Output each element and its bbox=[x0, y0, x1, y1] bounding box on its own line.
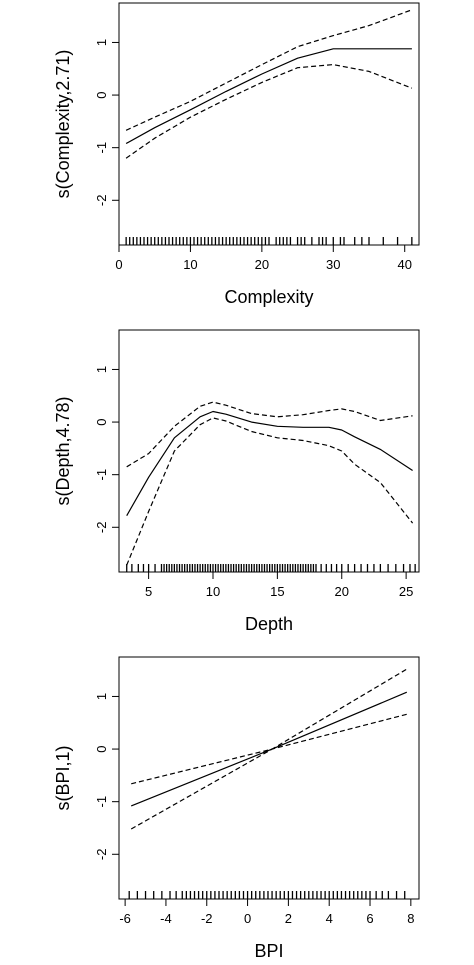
chart-panel-2: 5 10 15 20 25 -2 -1 0 1 Depth s(Depth,4.78) bbox=[53, 329, 420, 634]
y-tick-label: -1 bbox=[94, 469, 109, 481]
y-tick-label: 1 bbox=[94, 366, 109, 373]
smooth-estimate-line bbox=[126, 410, 413, 516]
y-tick-label: 1 bbox=[94, 39, 109, 46]
confidence-band-line bbox=[126, 417, 414, 566]
smooth-estimate-line bbox=[130, 691, 408, 807]
x-tick-label: -2 bbox=[201, 911, 213, 926]
plot-frame bbox=[118, 2, 420, 246]
x-tick-label: 15 bbox=[270, 584, 284, 599]
y-tick-label: -2 bbox=[94, 195, 109, 207]
rug-plot bbox=[126, 564, 416, 572]
plot-frame bbox=[118, 656, 420, 900]
confidence-band-line bbox=[130, 713, 407, 830]
x-axis-label: BPI bbox=[254, 941, 283, 961]
y-tick-label: 0 bbox=[94, 418, 109, 425]
x-tick-label: 0 bbox=[115, 257, 122, 272]
y-tick-label: -2 bbox=[94, 849, 109, 861]
y-tick-label: 0 bbox=[94, 745, 109, 752]
x-tick-label: 0 bbox=[244, 911, 251, 926]
x-tick-label: 4 bbox=[326, 911, 333, 926]
y-tick-label: 0 bbox=[94, 91, 109, 98]
x-tick-label: 6 bbox=[366, 911, 373, 926]
x-axis-label: Depth bbox=[245, 614, 293, 634]
x-tick-label: 8 bbox=[407, 911, 414, 926]
confidence-band-line bbox=[131, 668, 408, 785]
confidence-band-line bbox=[125, 9, 413, 131]
x-tick-label: 20 bbox=[255, 257, 269, 272]
y-axis-label: s(BPI,1) bbox=[53, 745, 73, 810]
y-tick-label: 1 bbox=[94, 693, 109, 700]
x-tick-label: 10 bbox=[183, 257, 197, 272]
y-tick-label: -1 bbox=[94, 142, 109, 154]
x-tick-label: -6 bbox=[119, 911, 131, 926]
y-tick-label: -1 bbox=[94, 796, 109, 808]
chart-panel-3: -6 -4 -2 0 2 4 6 8 -2 -1 0 1 BPI s(BPI,1) bbox=[53, 656, 420, 961]
x-axis-label: Complexity bbox=[224, 287, 313, 307]
confidence-band-line bbox=[126, 401, 413, 468]
x-tick-label: 5 bbox=[145, 584, 152, 599]
plot-frame bbox=[118, 329, 420, 573]
y-axis-label: s(Depth,4.78) bbox=[53, 396, 73, 505]
x-tick-label: 25 bbox=[399, 584, 413, 599]
x-tick-label: 40 bbox=[397, 257, 411, 272]
x-tick-label: 20 bbox=[335, 584, 349, 599]
x-tick-label: -4 bbox=[160, 911, 172, 926]
y-axis-label: s(Complexity,2.71) bbox=[53, 50, 73, 199]
x-tick-label: 2 bbox=[285, 911, 292, 926]
y-tick-label: -2 bbox=[94, 522, 109, 534]
chart-panel-1: 0 10 20 30 40 -2 -1 0 1 Complexity s(Complexity,2.… bbox=[53, 2, 420, 307]
smooth-estimate-line bbox=[125, 48, 412, 145]
rug-plot bbox=[128, 891, 406, 899]
x-tick-label: 30 bbox=[326, 257, 340, 272]
x-tick-label: 10 bbox=[206, 584, 220, 599]
confidence-band-line bbox=[125, 63, 413, 159]
rug-plot bbox=[125, 237, 413, 245]
